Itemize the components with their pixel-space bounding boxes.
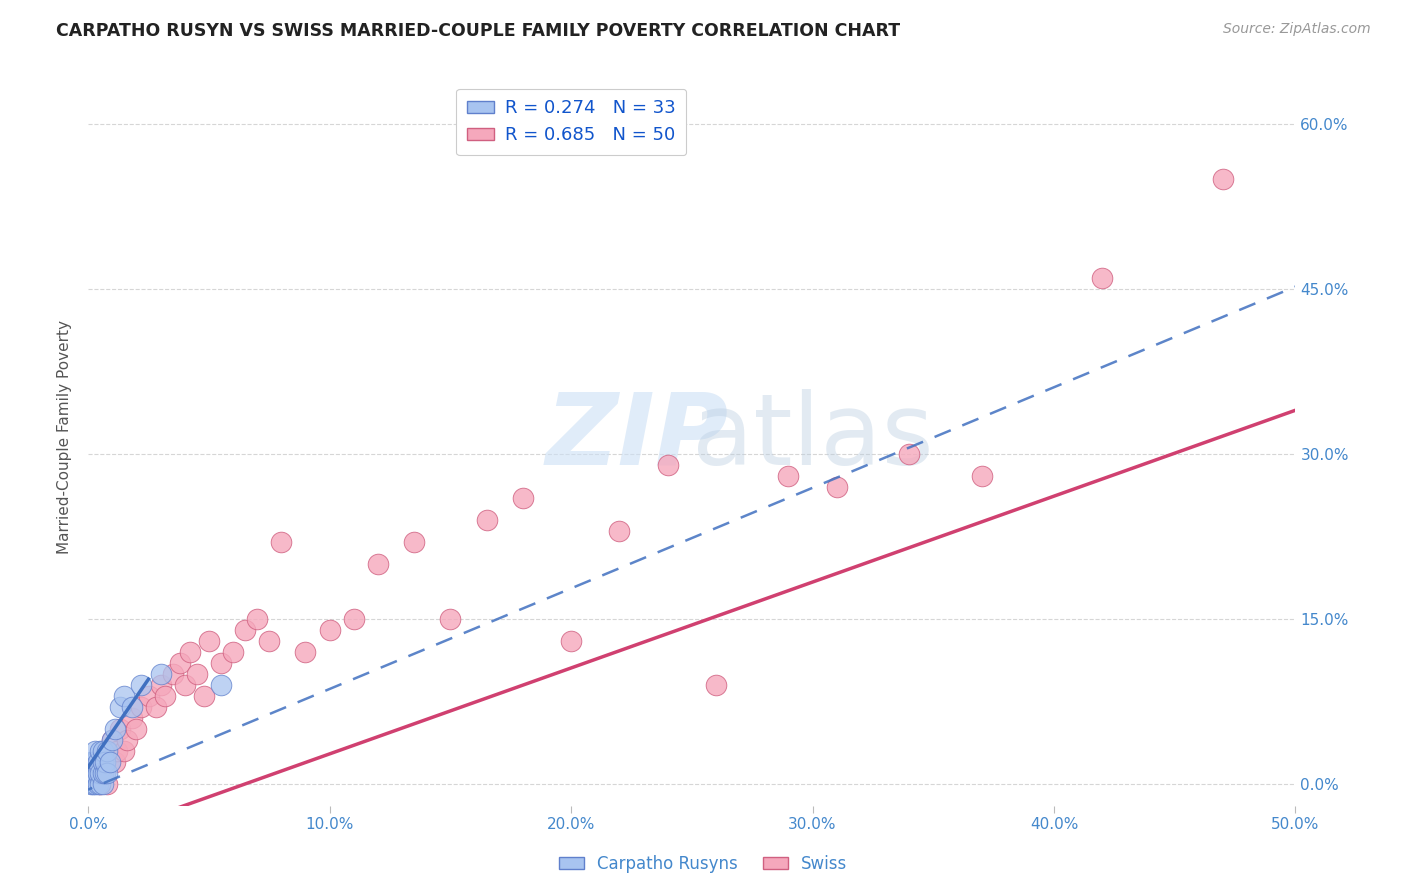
Point: [84, 776, 107, 790]
Point: [79, 776, 101, 790]
Point: [475, 512, 498, 526]
Point: [198, 633, 221, 648]
Point: [108, 699, 131, 714]
Point: [970, 468, 993, 483]
Point: [115, 732, 138, 747]
Point: [87, 776, 110, 790]
Point: [169, 656, 191, 670]
Point: [91, 765, 114, 780]
Point: [270, 534, 292, 549]
Point: [87, 765, 110, 780]
Text: ZIP: ZIP: [546, 389, 728, 485]
Point: [149, 666, 172, 681]
Point: [404, 534, 426, 549]
Point: [82, 765, 104, 780]
Point: [129, 699, 152, 714]
Point: [91, 776, 114, 790]
Point: [246, 611, 269, 625]
Point: [173, 677, 195, 691]
Point: [112, 743, 135, 757]
Point: [367, 557, 389, 571]
Point: [155, 689, 177, 703]
Point: [82, 755, 104, 769]
Point: [96, 743, 118, 757]
Point: [898, 446, 921, 460]
Point: [186, 666, 208, 681]
Point: [193, 689, 215, 703]
Point: [91, 743, 114, 757]
Point: [84, 743, 107, 757]
Point: [82, 776, 104, 790]
Point: [91, 755, 114, 769]
Point: [825, 479, 848, 493]
Point: [209, 677, 232, 691]
Point: [84, 755, 107, 769]
Point: [125, 722, 148, 736]
Legend: Carpatho Rusyns, Swiss: Carpatho Rusyns, Swiss: [553, 848, 853, 880]
Point: [108, 722, 131, 736]
Point: [129, 677, 152, 691]
Point: [145, 699, 167, 714]
Point: [98, 755, 121, 769]
Point: [84, 765, 107, 780]
Point: [89, 765, 111, 780]
Point: [104, 722, 127, 736]
Text: atlas: atlas: [692, 389, 934, 485]
Point: [294, 644, 316, 658]
Point: [98, 755, 121, 769]
Point: [105, 743, 128, 757]
Point: [96, 765, 118, 780]
Point: [104, 755, 127, 769]
Point: [79, 755, 101, 769]
Point: [233, 623, 256, 637]
Point: [84, 755, 107, 769]
Point: [778, 468, 800, 483]
Point: [121, 710, 143, 724]
Point: [1091, 270, 1114, 285]
Point: [94, 743, 117, 757]
Point: [149, 677, 172, 691]
Point: [94, 755, 117, 769]
Point: [138, 689, 160, 703]
Point: [439, 611, 461, 625]
Point: [704, 677, 727, 691]
Point: [101, 732, 124, 747]
Point: [112, 689, 135, 703]
Point: [609, 524, 631, 538]
Point: [512, 491, 534, 505]
Point: [209, 656, 232, 670]
Point: [162, 666, 184, 681]
Point: [179, 644, 201, 658]
Point: [89, 776, 111, 790]
Legend: R = 0.274   N = 33, R = 0.685   N = 50: R = 0.274 N = 33, R = 0.685 N = 50: [456, 88, 686, 155]
Point: [560, 633, 582, 648]
Point: [89, 776, 111, 790]
Point: [1212, 171, 1234, 186]
Point: [318, 623, 340, 637]
Point: [121, 699, 143, 714]
Point: [657, 458, 679, 472]
Y-axis label: Married-Couple Family Poverty: Married-Couple Family Poverty: [58, 320, 72, 554]
Point: [87, 755, 110, 769]
Point: [222, 644, 245, 658]
Point: [96, 776, 118, 790]
Point: [343, 611, 366, 625]
Text: CARPATHO RUSYN VS SWISS MARRIED-COUPLE FAMILY POVERTY CORRELATION CHART: CARPATHO RUSYN VS SWISS MARRIED-COUPLE F…: [56, 22, 900, 40]
Point: [79, 765, 101, 780]
Point: [101, 732, 124, 747]
Point: [257, 633, 280, 648]
Point: [91, 765, 114, 780]
Text: Source: ZipAtlas.com: Source: ZipAtlas.com: [1223, 22, 1371, 37]
Point: [94, 765, 117, 780]
Point: [89, 743, 111, 757]
